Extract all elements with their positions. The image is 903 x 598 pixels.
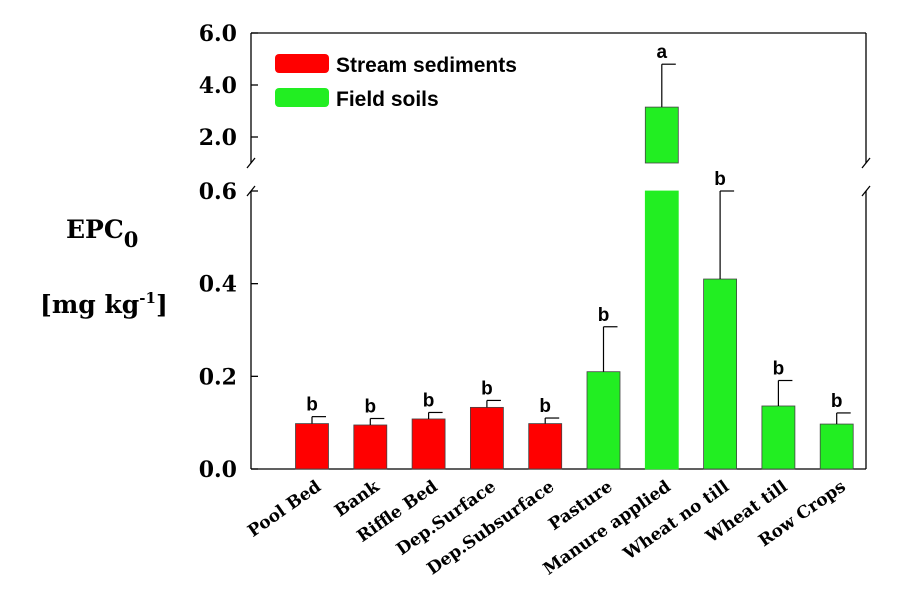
y-tick-label: 0.2: [199, 364, 237, 390]
significance-label-bank: b: [364, 396, 376, 417]
significance-labels: b b b b b b a b b b: [306, 42, 842, 417]
bar-pool-bed: [295, 423, 329, 470]
y-axis-label: EPC0 [mg kg-1]: [40, 215, 168, 319]
y-axis-unit-superscript: -1: [139, 289, 156, 307]
legend: Stream sediments Field soils: [275, 54, 517, 111]
bar-riffle-bed: [411, 418, 446, 470]
bar-dep-subsurface: [528, 423, 563, 470]
y-axis-unit-suffix: ]: [156, 290, 168, 319]
legend-label-field-soils: Field soils: [336, 88, 439, 111]
bar-wheat-no-till: [703, 278, 737, 470]
y-tick-label: 0.0: [199, 457, 237, 483]
bars: [295, 106, 854, 470]
y-axis-unit-prefix: [mg kg: [40, 290, 139, 319]
y-tick-label: 0.6: [199, 179, 237, 205]
significance-label-dep-subsurface: b: [539, 396, 551, 417]
significance-label-manure-applied: a: [657, 42, 668, 63]
y-tick-label: 6.0: [199, 21, 237, 47]
significance-label-riffle-bed: b: [423, 390, 435, 411]
error-bars: [311, 63, 851, 425]
svg-text:EPC0: EPC0: [66, 215, 138, 252]
y-axis-label-main: EPC: [66, 215, 124, 244]
y-axis-label-sub: 0: [124, 227, 139, 252]
significance-label-pasture: b: [598, 305, 610, 326]
bar-manure-applied-upper: [644, 106, 679, 164]
y-tick-label: 2.0: [199, 125, 237, 151]
svg-text:[mg kg-1]: [mg kg-1]: [40, 289, 168, 319]
bar-wheat-till: [761, 405, 796, 470]
significance-label-wheat-no-till: b: [714, 169, 726, 190]
legend-swatch-stream-sediments: [275, 54, 329, 73]
y-tick-label: 0.4: [199, 272, 237, 298]
significance-label-wheat-till: b: [773, 359, 785, 380]
y-tick-label: 4.0: [199, 73, 237, 99]
bar-dep-surface: [469, 406, 504, 470]
legend-swatch-field-soils: [275, 88, 329, 107]
bar-pasture: [586, 371, 621, 470]
significance-label-dep-surface: b: [481, 378, 493, 399]
bar-bank: [353, 424, 388, 470]
significance-label-pool-bed: b: [306, 395, 318, 416]
axis-break-mark-upper-left: [246, 157, 256, 169]
y-tick-labels: 0.0 0.2 0.4 0.6 2.0 4.0 6.0: [199, 21, 237, 483]
bar-row-crops: [819, 423, 854, 470]
axis-break-mark-lower-right: [861, 185, 871, 197]
axis-break-mark-upper-right: [861, 157, 871, 169]
category-label-pool-bed: Pool Bed: [244, 477, 325, 542]
bar-manure-applied-lower: [644, 190, 679, 470]
legend-label-stream-sediments: Stream sediments: [336, 54, 517, 77]
significance-label-row-crops: b: [831, 391, 843, 412]
